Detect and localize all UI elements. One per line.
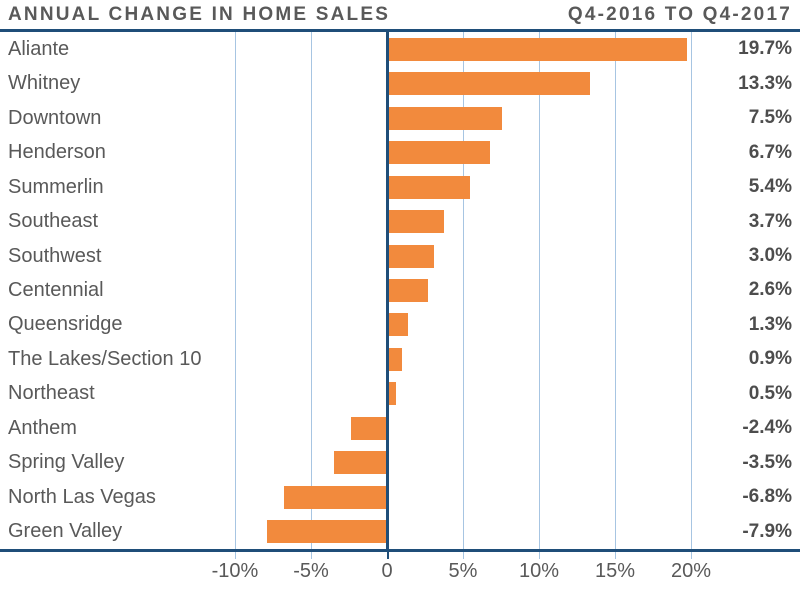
bar-henderson xyxy=(388,141,490,165)
category-label: Summerlin xyxy=(8,175,104,198)
x-tick-mark-5 xyxy=(463,552,464,559)
bar-spring-valley xyxy=(333,451,387,475)
bar-anthem xyxy=(350,416,387,440)
bar-centennial xyxy=(388,279,428,302)
value-label: 1.3% xyxy=(748,313,792,335)
category-label: Green Valley xyxy=(8,520,123,543)
bar-northeast xyxy=(388,382,396,406)
value-label: -7.9% xyxy=(742,520,792,542)
x-tick-label--10: -10% xyxy=(211,560,259,582)
x-tick-label--5: -5% xyxy=(293,560,329,582)
value-label: 3.7% xyxy=(748,210,792,232)
bar-southwest xyxy=(388,244,434,268)
gridline--10 xyxy=(235,32,236,549)
x-tick-mark-15 xyxy=(615,552,616,559)
x-tick-mark-0 xyxy=(387,552,389,559)
x-tick-mark--5 xyxy=(311,552,312,559)
value-label: 13.3% xyxy=(738,72,792,94)
chart-title: ANNUAL CHANGE IN HOME SALES xyxy=(8,3,391,25)
bar-whitney xyxy=(388,72,591,96)
category-label: Queensridge xyxy=(8,313,123,336)
bar-north-las-vegas xyxy=(283,485,387,509)
value-label: 5.4% xyxy=(748,176,792,198)
gridline-5 xyxy=(463,32,464,549)
x-tick-label-0: 0 xyxy=(381,560,393,582)
category-label: Northeast xyxy=(8,382,95,405)
category-label: Spring Valley xyxy=(8,451,125,474)
category-label: Anthem xyxy=(8,416,77,439)
category-label: Centennial xyxy=(8,278,104,301)
bar-downtown xyxy=(388,106,502,130)
category-label: Aliante xyxy=(8,37,70,60)
x-tick-mark--10 xyxy=(235,552,236,559)
value-label: 2.6% xyxy=(748,279,792,301)
category-label: Whitney xyxy=(8,72,81,95)
bar-queensridge xyxy=(388,313,408,337)
chart-subtitle-period: Q4-2016 TO Q4-2017 xyxy=(567,3,792,25)
header-divider-rule xyxy=(0,29,800,32)
gridline--5 xyxy=(311,32,312,549)
bar-green-valley xyxy=(266,520,387,544)
value-label: -6.8% xyxy=(742,486,792,508)
gridline-15 xyxy=(615,32,616,549)
category-label: Downtown xyxy=(8,106,102,129)
zero-axis-line xyxy=(386,32,389,549)
category-label: Southwest xyxy=(8,244,102,267)
value-label: -2.4% xyxy=(742,417,792,439)
value-label: 6.7% xyxy=(748,141,792,163)
bar-the-lakes-section-10 xyxy=(388,347,402,371)
x-tick-label-20: 20% xyxy=(670,560,712,582)
gridline-10 xyxy=(539,32,540,549)
x-tick-label-10: 10% xyxy=(518,560,560,582)
x-tick-mark-20 xyxy=(691,552,692,559)
bar-aliante xyxy=(388,37,688,61)
x-tick-mark-10 xyxy=(539,552,540,559)
category-label: Henderson xyxy=(8,141,106,164)
bar-southeast xyxy=(388,210,445,234)
category-label: North Las Vegas xyxy=(8,485,156,508)
category-label: The Lakes/Section 10 xyxy=(8,347,202,370)
gridline-20 xyxy=(691,32,692,549)
value-label: 0.9% xyxy=(748,348,792,370)
x-tick-label-15: 15% xyxy=(594,560,636,582)
chart-header: ANNUAL CHANGE IN HOME SALES Q4-2016 TO Q… xyxy=(0,0,800,29)
x-axis-line xyxy=(0,549,800,552)
value-label: 3.0% xyxy=(748,245,792,267)
value-label: -3.5% xyxy=(742,451,792,473)
value-label: 0.5% xyxy=(748,382,792,404)
category-label: Southeast xyxy=(8,210,99,233)
x-tick-label-5: 5% xyxy=(448,560,478,582)
value-label: 19.7% xyxy=(738,38,792,60)
value-label: 7.5% xyxy=(748,107,792,129)
bar-summerlin xyxy=(388,175,471,199)
